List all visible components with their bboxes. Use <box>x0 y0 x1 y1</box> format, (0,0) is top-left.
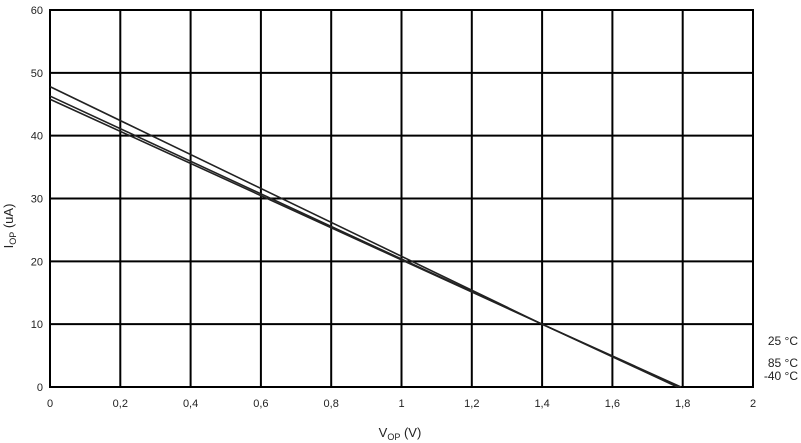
x-axis-label: VOP (V) <box>379 425 422 442</box>
y-axis-label-main: I <box>1 245 16 249</box>
series-line <box>49 85 682 388</box>
legend: 25 °C 85 °C-40 °C <box>764 334 798 383</box>
x-tick-label: 0,4 <box>183 398 198 410</box>
x-tick-label: 1,2 <box>464 398 479 410</box>
x-tick-label: 0,6 <box>253 398 268 410</box>
y-tick-label: 20 <box>31 256 43 268</box>
legend-entry: -40 °C <box>764 369 798 383</box>
series-lines <box>49 85 682 388</box>
x-axis-label-suffix: (V) <box>400 425 421 440</box>
y-tick-label: 60 <box>31 5 43 17</box>
x-tick-label: 0,8 <box>324 398 339 410</box>
y-axis-label-suffix: (uA) <box>1 204 16 232</box>
y-tick-label: 40 <box>31 131 43 143</box>
y-tick-label: 50 <box>31 68 43 80</box>
x-tick-label: 1,6 <box>605 398 620 410</box>
x-tick-label: 1,8 <box>675 398 690 410</box>
plot-frame <box>49 9 754 388</box>
x-tick-label: 0,2 <box>113 398 128 410</box>
y-tick-label: 10 <box>31 319 43 331</box>
y-tick-label: 30 <box>31 194 43 206</box>
x-tick-label: 2 <box>750 398 756 410</box>
y-axis-label: IOP (uA) <box>1 204 18 249</box>
x-axis-label-main: V <box>379 425 388 440</box>
y-tick-labels: 0 10 20 30 40 50 60 <box>31 5 43 394</box>
grid <box>49 9 754 388</box>
x-tick-label: 1,4 <box>534 398 549 410</box>
series-line <box>49 98 678 388</box>
x-tick-labels: 0 0,2 0,4 0,6 0,8 1 1,2 1,4 1,6 1,8 2 <box>47 398 756 410</box>
legend-entry: 25 °C <box>768 334 798 348</box>
x-tick-label: 0 <box>47 398 53 410</box>
y-axis-label-sub: OP <box>8 232 18 245</box>
legend-entry: 85 °C <box>768 356 798 370</box>
y-tick-label: 0 <box>37 382 43 394</box>
x-tick-label: 1 <box>398 398 404 410</box>
x-axis-label-sub: OP <box>387 432 400 442</box>
